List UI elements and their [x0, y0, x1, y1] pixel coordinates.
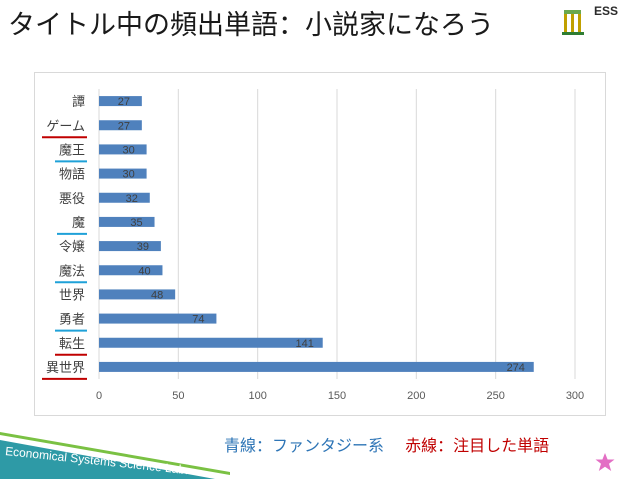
chart-container: 0 50 100 150 200 250 300 27 譚 27 ゲーム 30 魔王 30 物語 32 悪役 35… — [34, 72, 606, 416]
bar-value-label: 27 — [118, 120, 130, 132]
category-label: 悪役 — [59, 192, 85, 207]
caption-blue-line: 青線：ファンタジー系 — [224, 436, 385, 455]
legend-caption: 青線：ファンタジー系 赤線：注目した単語 — [224, 432, 549, 456]
x-tick-label: 300 — [566, 390, 584, 402]
x-tick-label: 100 — [248, 390, 266, 402]
bar — [99, 361, 534, 372]
bar-value-label: 40 — [138, 265, 150, 277]
bar — [99, 241, 161, 252]
bar-value-label: 39 — [137, 241, 149, 253]
bar — [99, 168, 147, 179]
bar-value-label: 48 — [151, 289, 163, 301]
bar-value-label: 27 — [118, 96, 130, 108]
category-label: 魔法 — [59, 264, 85, 279]
slide-title: タイトル中の頻出単語：小説家になろう — [8, 10, 494, 41]
category-label: 物語 — [59, 167, 85, 183]
category-label: 令嬢 — [59, 240, 85, 255]
x-tick-label: 0 — [96, 390, 102, 402]
x-tick-label: 50 — [172, 390, 184, 402]
x-tick-label: 150 — [328, 390, 346, 402]
bar-value-label: 274 — [507, 362, 525, 374]
star-icon — [595, 453, 615, 471]
bar-value-label: 30 — [122, 169, 134, 181]
bar — [99, 144, 147, 155]
bar — [99, 265, 163, 276]
bar — [99, 216, 155, 227]
bar-value-label: 74 — [192, 314, 204, 326]
bar — [99, 337, 323, 348]
category-label: 異世界 — [46, 361, 85, 376]
x-tick-label: 250 — [486, 390, 504, 402]
category-label: 転生 — [59, 337, 85, 352]
category-label: 魔王 — [59, 143, 85, 158]
bar-value-label: 32 — [126, 193, 138, 205]
category-label: 勇者 — [59, 313, 85, 328]
x-tick-label: 200 — [407, 390, 425, 402]
bar — [99, 289, 176, 300]
bar — [99, 96, 142, 107]
category-label: 魔 — [72, 216, 85, 231]
bar — [99, 192, 150, 203]
bar — [99, 313, 217, 324]
bar-chart: 0 50 100 150 200 250 300 27 譚 27 ゲーム 30 魔王 30 物語 32 悪役 35… — [42, 89, 584, 402]
bar-value-label: 30 — [122, 144, 134, 156]
category-label: 譚 — [72, 94, 85, 110]
category-label: 世界 — [59, 288, 85, 303]
category-label: ゲーム — [46, 119, 85, 134]
bar — [99, 120, 142, 131]
caption-red-line: 赤線：注目した単語 — [405, 436, 550, 455]
footer-band — [0, 432, 230, 479]
logo-text: ESS — [594, 4, 619, 18]
lab-logo — [562, 10, 584, 35]
tree-icon — [562, 10, 584, 35]
bar-value-label: 35 — [130, 217, 142, 229]
bar-value-label: 141 — [296, 338, 314, 350]
